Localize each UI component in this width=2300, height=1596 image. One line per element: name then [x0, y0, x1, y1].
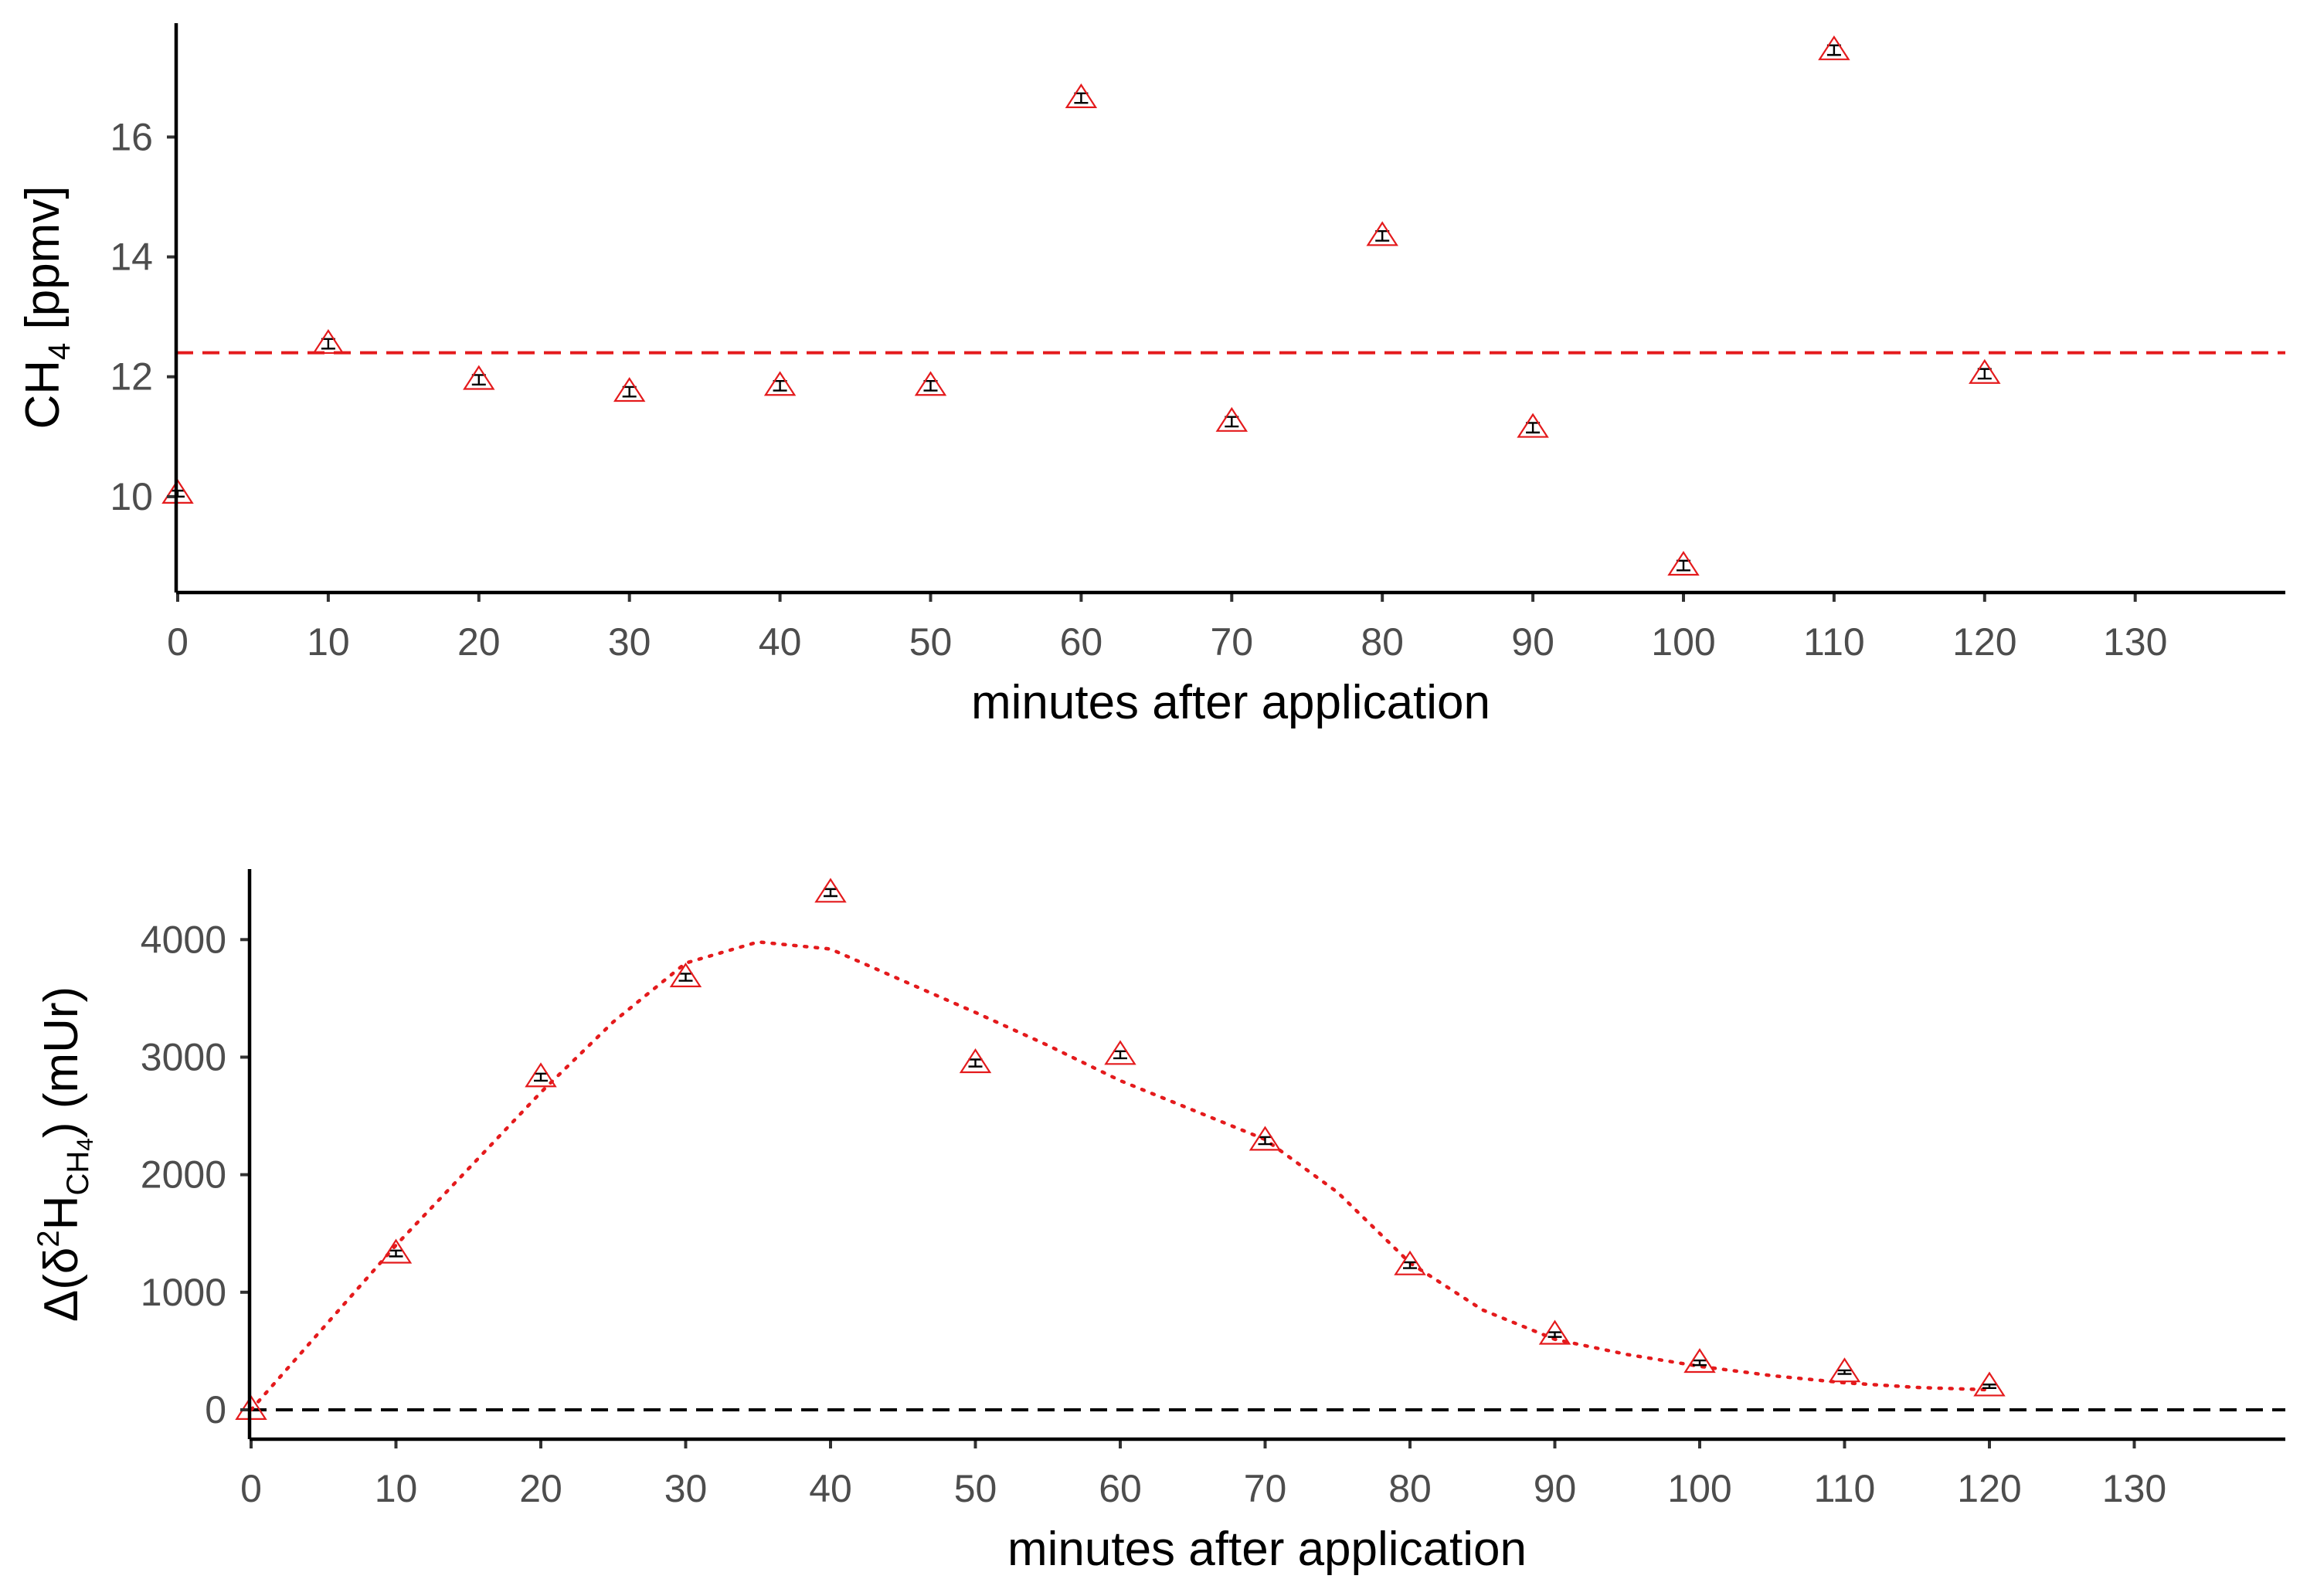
y-tick-label: 2000: [141, 1153, 226, 1197]
error-bar: [1225, 416, 1239, 428]
y-tick-label: 10: [110, 475, 153, 518]
data-point: [379, 1238, 413, 1264]
x-tick-label: 20: [457, 620, 501, 664]
x-tick-label: 10: [307, 620, 350, 664]
x-tick-label: 0: [167, 620, 189, 664]
data-point: [1538, 1319, 1571, 1345]
error-bar: [1074, 92, 1089, 104]
error-bar: [1113, 1050, 1127, 1060]
data-point: [1249, 1126, 1282, 1151]
data-point: [312, 329, 345, 355]
data-point: [1828, 1357, 1861, 1383]
data-point: [613, 377, 646, 402]
data-point: [1215, 406, 1249, 432]
x-tick-label: 100: [1651, 620, 1715, 664]
smooth-fit-line: [249, 940, 1992, 1412]
x-tick-label: 130: [2102, 1467, 2166, 1510]
y-tick-label: 14: [110, 236, 153, 279]
data-point: [914, 371, 947, 396]
error-bar: [1977, 368, 1992, 380]
x-tick-label: 70: [1244, 1467, 1287, 1510]
ch4-concentration-panel: 0 10 20 30 40 50 60 70 80 90 100 110 120 130 10 12 14 16…: [16, 23, 2285, 729]
x-tick-label: 60: [1060, 620, 1103, 664]
data-point: [525, 1062, 557, 1088]
x-tick-label: 80: [1361, 620, 1404, 664]
error-bar: [968, 1058, 983, 1068]
error-bar: [1375, 229, 1390, 242]
data-point: [1394, 1250, 1426, 1275]
ch4-data-points: [161, 35, 2285, 576]
data-point: [463, 365, 495, 390]
data-point: [763, 371, 797, 396]
error-bar: [321, 338, 335, 350]
error-bar: [824, 888, 837, 898]
y-tick-label: 3000: [141, 1035, 226, 1078]
delta-d2h-panel: 0 10 20 30 40 50 60 70 80 90 100 110 120 130 0 1000 200…: [32, 869, 2285, 1576]
x-tick-label: 90: [1511, 620, 1554, 664]
delta-d2h-x-axis-ticks: 0 10 20 30 40 50 60 70 80 90 100 110 120 130: [240, 1439, 2166, 1510]
data-point: [1104, 1040, 1136, 1065]
delta-d2h-y-axis-ticks: 0 1000 2000 3000 4000: [141, 918, 250, 1431]
x-tick-label: 80: [1388, 1467, 1432, 1510]
data-point: [1973, 1371, 2006, 1397]
delta-d2h-data-points: [235, 878, 2285, 1420]
error-bar: [1826, 44, 1841, 56]
x-tick-label: 0: [240, 1467, 262, 1510]
ch4-y-axis-ticks: 10 12 14 16: [110, 115, 176, 518]
x-tick-label: 30: [664, 1467, 708, 1510]
delta-d2h-x-axis-title: minutes after application: [1007, 1523, 1527, 1576]
x-tick-label: 100: [1667, 1467, 1731, 1510]
x-tick-label: 130: [2103, 620, 2167, 664]
error-bar: [1526, 422, 1541, 434]
data-point: [959, 1048, 992, 1074]
data-point: [1683, 1348, 1716, 1374]
error-bar: [1837, 1369, 1852, 1375]
error-bar: [1547, 1331, 1562, 1338]
x-tick-label: 70: [1210, 620, 1253, 664]
error-bar: [678, 973, 693, 982]
ch4-x-axis-ticks: 0 10 20 30 40 50 60 70 80 90 100 110 120 130: [167, 593, 2167, 664]
error-bar: [534, 1072, 548, 1082]
y-tick-label: 16: [110, 115, 153, 158]
data-point: [1517, 413, 1549, 438]
x-tick-label: 110: [1814, 1467, 1876, 1510]
y-tick-label: 12: [110, 355, 153, 399]
y-tick-label: 0: [205, 1388, 226, 1431]
ch4-y-axis-title: CH4 [ppmv]: [16, 185, 76, 429]
data-point: [1818, 35, 1850, 60]
error-bar: [1693, 1359, 1707, 1367]
data-point: [669, 962, 702, 987]
y-tick-label: 4000: [141, 918, 226, 961]
error-bar: [622, 385, 637, 398]
data-point: [1065, 83, 1098, 108]
x-tick-label: 10: [375, 1467, 418, 1510]
x-tick-label: 50: [954, 1467, 997, 1510]
delta-d2h-y-axis-title: Δ(δ2HCH4) (mUr): [32, 986, 98, 1322]
x-tick-label: 90: [1534, 1467, 1577, 1510]
x-tick-label: 120: [1952, 620, 2016, 664]
x-tick-label: 120: [1957, 1467, 2021, 1510]
data-point: [1667, 551, 1700, 576]
error-bar: [471, 374, 486, 386]
y-tick-label: 1000: [141, 1271, 226, 1314]
data-point: [1366, 221, 1398, 246]
error-bar: [1258, 1136, 1272, 1146]
x-tick-label: 50: [909, 620, 953, 664]
x-tick-label: 40: [809, 1467, 852, 1510]
ch4-x-axis-title: minutes after application: [971, 676, 1490, 729]
error-bar: [923, 379, 938, 392]
x-tick-label: 60: [1099, 1467, 1142, 1510]
error-bar: [773, 379, 787, 392]
x-tick-label: 30: [608, 620, 651, 664]
x-tick-label: 110: [1803, 620, 1865, 664]
x-tick-label: 40: [759, 620, 802, 664]
x-tick-label: 20: [519, 1467, 562, 1510]
error-bar: [1677, 559, 1690, 572]
data-point: [1969, 358, 2001, 384]
data-point: [814, 878, 847, 903]
error-bar: [1982, 1384, 1996, 1390]
error-bar: [1403, 1261, 1417, 1269]
error-bar: [389, 1249, 403, 1258]
